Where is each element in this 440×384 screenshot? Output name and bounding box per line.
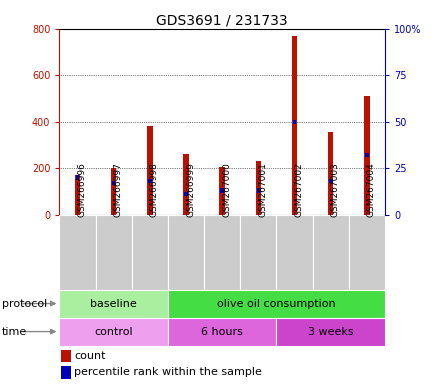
Bar [349, 215, 385, 290]
Text: protocol: protocol [2, 298, 48, 309]
Text: GSM266999: GSM266999 [186, 162, 195, 217]
Bar [292, 36, 297, 215]
Text: control: control [94, 326, 133, 337]
Text: GSM266997: GSM266997 [114, 162, 123, 217]
Bar [76, 175, 79, 180]
Text: GSM267002: GSM267002 [294, 162, 304, 217]
Bar [364, 96, 370, 215]
Text: GSM266996: GSM266996 [77, 162, 87, 217]
Bar [75, 175, 80, 215]
Text: GSM267003: GSM267003 [331, 162, 340, 217]
Bar [183, 154, 189, 215]
Bar [240, 215, 276, 290]
Bar [329, 179, 333, 183]
Text: GSM267001: GSM267001 [258, 162, 268, 217]
Text: GSM267000: GSM267000 [222, 162, 231, 217]
Bar [220, 189, 224, 193]
Bar [147, 126, 153, 215]
Text: time: time [2, 326, 27, 337]
Bar [148, 179, 152, 183]
Bar [59, 215, 95, 290]
Bar [59, 290, 168, 318]
Text: GSM266998: GSM266998 [150, 162, 159, 217]
Bar [132, 215, 168, 290]
Bar [168, 290, 385, 318]
Bar [256, 161, 261, 215]
Bar [168, 215, 204, 290]
Bar [95, 215, 132, 290]
Bar [293, 120, 297, 124]
Text: count: count [74, 351, 106, 361]
Bar [111, 168, 116, 215]
Text: GSM267004: GSM267004 [367, 162, 376, 217]
Bar [328, 132, 334, 215]
Bar [59, 318, 168, 346]
Bar [168, 318, 276, 346]
Text: 3 weeks: 3 weeks [308, 326, 354, 337]
Bar [204, 215, 240, 290]
Bar [112, 181, 115, 185]
Title: GDS3691 / 231733: GDS3691 / 231733 [156, 14, 288, 28]
Bar [257, 189, 260, 193]
Bar [276, 215, 313, 290]
Bar [184, 192, 188, 196]
Text: baseline: baseline [90, 298, 137, 309]
Bar [220, 167, 225, 215]
Bar [313, 215, 349, 290]
Text: percentile rank within the sample: percentile rank within the sample [74, 367, 262, 377]
Bar [365, 153, 369, 157]
Bar [61, 350, 71, 362]
Text: 6 hours: 6 hours [201, 326, 243, 337]
Bar [276, 318, 385, 346]
Bar [61, 366, 71, 379]
Text: olive oil consumption: olive oil consumption [217, 298, 336, 309]
